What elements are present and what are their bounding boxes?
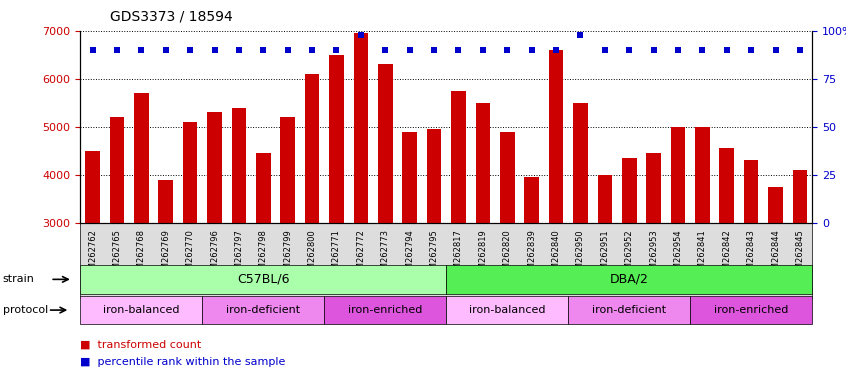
Bar (378, 64, 393, 367)
Point (574, 31, 587, 38)
Bar (232, 108, 246, 367)
Bar (573, 103, 588, 367)
Bar (280, 117, 295, 367)
Bar (500, 131, 514, 367)
Text: strain: strain (3, 274, 35, 285)
Bar (426, 129, 442, 367)
Bar (207, 112, 222, 367)
Bar (85, 151, 100, 367)
Bar (671, 127, 685, 367)
Text: GDS3373 / 18594: GDS3373 / 18594 (110, 10, 233, 23)
Point (525, 47, 538, 53)
Text: DBA/2: DBA/2 (610, 273, 649, 286)
Bar (549, 50, 563, 367)
Bar (622, 158, 636, 367)
Point (378, 47, 392, 53)
Bar (719, 148, 734, 367)
Text: iron-enriched: iron-enriched (714, 305, 788, 315)
Point (184, 47, 197, 53)
Text: iron-deficient: iron-deficient (592, 305, 667, 315)
Point (720, 47, 733, 53)
Bar (525, 177, 539, 367)
Point (281, 47, 294, 53)
Bar (768, 187, 783, 367)
Point (110, 47, 124, 53)
Point (256, 47, 270, 53)
Bar (329, 55, 343, 367)
Bar (354, 33, 368, 367)
Bar (646, 153, 661, 367)
Bar (695, 127, 710, 367)
Text: iron-balanced: iron-balanced (103, 305, 179, 315)
Point (85, 47, 99, 53)
Text: iron-deficient: iron-deficient (226, 305, 300, 315)
Point (452, 47, 465, 53)
Text: iron-enriched: iron-enriched (348, 305, 422, 315)
Bar (597, 175, 613, 367)
Bar (134, 93, 149, 367)
Bar (793, 170, 807, 367)
Point (354, 31, 368, 38)
Point (549, 47, 563, 53)
Point (135, 47, 148, 53)
Bar (183, 122, 197, 367)
Point (476, 47, 490, 53)
Text: C57BL/6: C57BL/6 (237, 273, 289, 286)
Text: ■  percentile rank within the sample: ■ percentile rank within the sample (80, 357, 286, 367)
Bar (744, 161, 759, 367)
Point (403, 47, 416, 53)
Bar (475, 103, 490, 367)
Point (427, 47, 441, 53)
Point (232, 47, 245, 53)
Point (744, 47, 758, 53)
Point (769, 47, 783, 53)
Bar (158, 180, 173, 367)
Bar (403, 131, 417, 367)
Point (598, 47, 612, 53)
Point (671, 47, 684, 53)
Text: iron-balanced: iron-balanced (469, 305, 546, 315)
Point (647, 47, 661, 53)
Point (159, 47, 173, 53)
Bar (110, 117, 124, 367)
Point (208, 47, 222, 53)
Point (794, 47, 807, 53)
Bar (451, 91, 466, 367)
Point (305, 47, 319, 53)
Text: protocol: protocol (3, 305, 47, 315)
Point (695, 47, 709, 53)
Bar (305, 74, 320, 367)
Point (330, 47, 343, 53)
Point (623, 47, 636, 53)
Bar (256, 153, 271, 367)
Point (501, 47, 514, 53)
Text: ■  transformed count: ■ transformed count (80, 339, 201, 349)
